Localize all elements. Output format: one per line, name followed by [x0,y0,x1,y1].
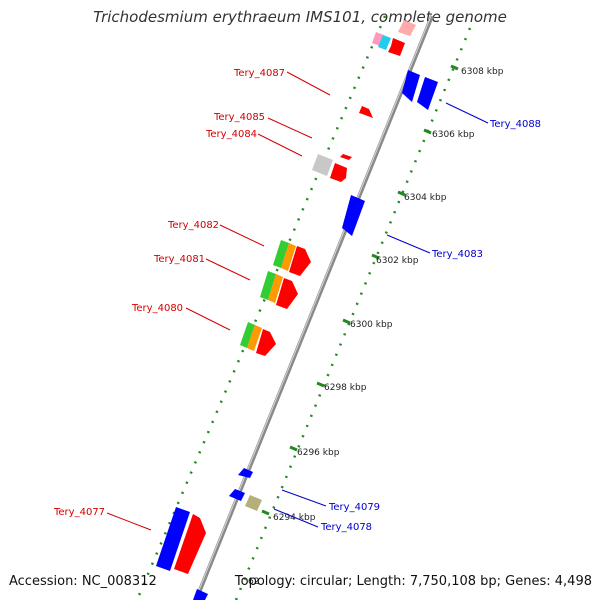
gene-feature[interactable] [281,243,296,271]
gene-feature[interactable] [245,495,262,511]
gene-feature[interactable] [289,246,311,276]
tick-label: 6302 kbp [376,256,419,266]
tick-label: 6298 kbp [324,383,367,393]
gene-feature[interactable] [193,589,208,600]
tick-label: 6294 kbp [273,513,316,523]
gene-feature[interactable] [240,322,255,348]
gene-label[interactable]: Tery_4078 [320,522,372,533]
gene-label[interactable]: Tery_4079 [328,502,380,513]
outer-dotted-track [234,27,472,600]
gene-feature[interactable] [260,271,276,300]
genome-summary-text: Topology: circular; Length: 7,750,108 bp… [234,574,592,589]
leader-lines-forward [106,71,331,531]
leader-lines-reverse [273,102,489,528]
gene-label[interactable]: Tery_4084 [205,129,257,140]
tick-label: 6306 kbp [432,130,475,140]
gene-feature[interactable] [340,154,352,160]
gene-label[interactable]: Tery_4077 [53,507,105,518]
tick-label: 6296 kbp [297,448,340,458]
gene-feature[interactable] [312,154,333,176]
gene-feature[interactable] [174,514,206,574]
gene-label[interactable]: Tery_4081 [153,254,205,265]
gene-feature[interactable] [402,70,420,102]
gene-label[interactable]: Tery_4088 [489,119,541,130]
gene-feature[interactable] [229,489,245,501]
gene-feature[interactable] [342,195,365,236]
inner-dotted-track [135,15,387,600]
gene-feature[interactable] [238,468,253,478]
gene-feature[interactable] [276,278,298,309]
gene-feature[interactable] [247,325,262,351]
genome-backbone [194,15,434,600]
gene-feature[interactable] [417,77,438,110]
gene-feature[interactable] [372,20,416,56]
gene-feature[interactable] [156,507,190,571]
gene-label[interactable]: Tery_4083 [431,249,483,260]
accession-text: Accession: NC_008312 [9,574,157,589]
tick-label: 62 [248,577,259,587]
gene-label[interactable]: Tery_4082 [167,220,219,231]
gene-feature[interactable] [268,274,283,303]
gene-feature[interactable] [359,106,373,118]
tick-label: 6300 kbp [350,320,393,330]
genome-backbone-highlight [194,15,432,600]
gene-label[interactable]: Tery_4087 [233,68,285,79]
gene-feature[interactable] [330,163,347,182]
gene-label[interactable]: Tery_4085 [213,112,265,123]
gene-label[interactable]: Tery_4080 [131,303,183,314]
tick-label: 6304 kbp [404,193,447,203]
gene-feature[interactable] [273,240,289,268]
gene-feature[interactable] [256,329,276,356]
tick-label: 6308 kbp [461,67,504,77]
ruler-ticks [261,64,459,516]
